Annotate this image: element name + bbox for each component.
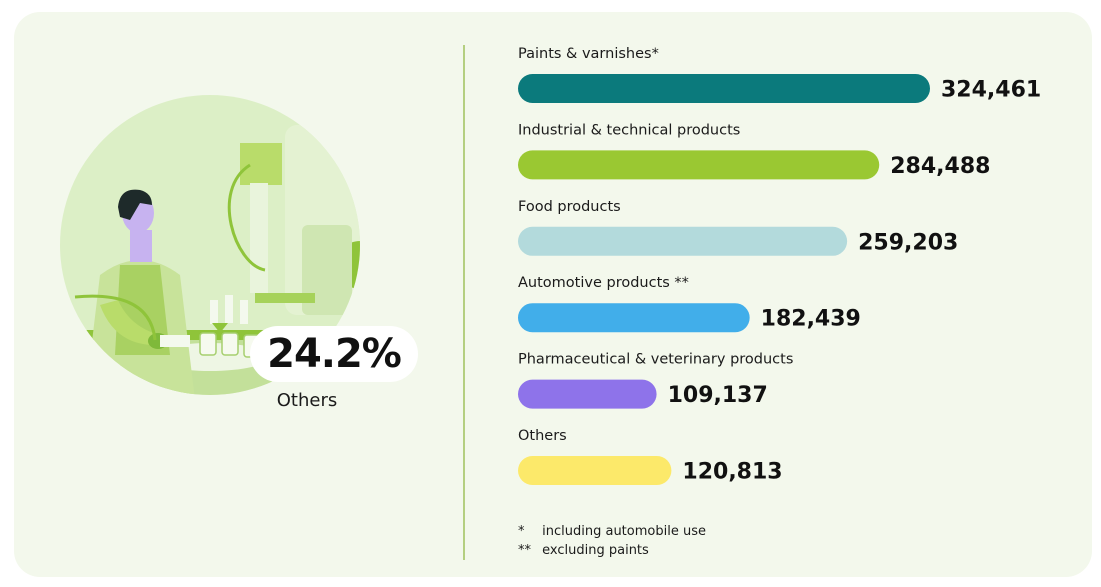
highlight-percentage: 24.2% <box>267 331 402 377</box>
footnote-2-mark: ** <box>518 543 531 558</box>
value-label: 120,813 <box>682 460 782 485</box>
footnotes: * including automobile use ** excluding … <box>518 522 706 560</box>
category-label: Automotive products ** <box>518 275 689 291</box>
value-label: 284,488 <box>890 154 990 179</box>
category-label: Food products <box>518 199 621 215</box>
value-label: 182,439 <box>761 307 861 332</box>
bar <box>518 456 672 485</box>
category-label: Others <box>518 428 567 444</box>
value-label: 259,203 <box>858 230 958 255</box>
bar <box>518 74 930 103</box>
footnote-2: ** excluding paints <box>518 541 706 560</box>
bar <box>518 226 848 256</box>
footnote-1-text: including automobile use <box>542 524 706 539</box>
highlight-pill: 24.2% <box>250 326 418 382</box>
bar <box>518 150 880 180</box>
highlight-label: Others <box>276 390 338 411</box>
bar <box>518 303 750 333</box>
category-label: Paints & varnishes* <box>518 46 659 62</box>
factory-worker-illustration <box>60 95 360 395</box>
footnote-1-mark: * <box>518 524 525 539</box>
category-label: Industrial & technical products <box>518 122 740 138</box>
value-label: 324,461 <box>941 78 1041 103</box>
vertical-divider <box>463 45 465 560</box>
category-label: Pharmaceutical & veterinary products <box>518 352 793 368</box>
footnote-1: * including automobile use <box>518 522 706 541</box>
footnote-2-text: excluding paints <box>542 543 649 558</box>
value-label: 109,137 <box>668 383 768 408</box>
bar <box>518 379 657 409</box>
